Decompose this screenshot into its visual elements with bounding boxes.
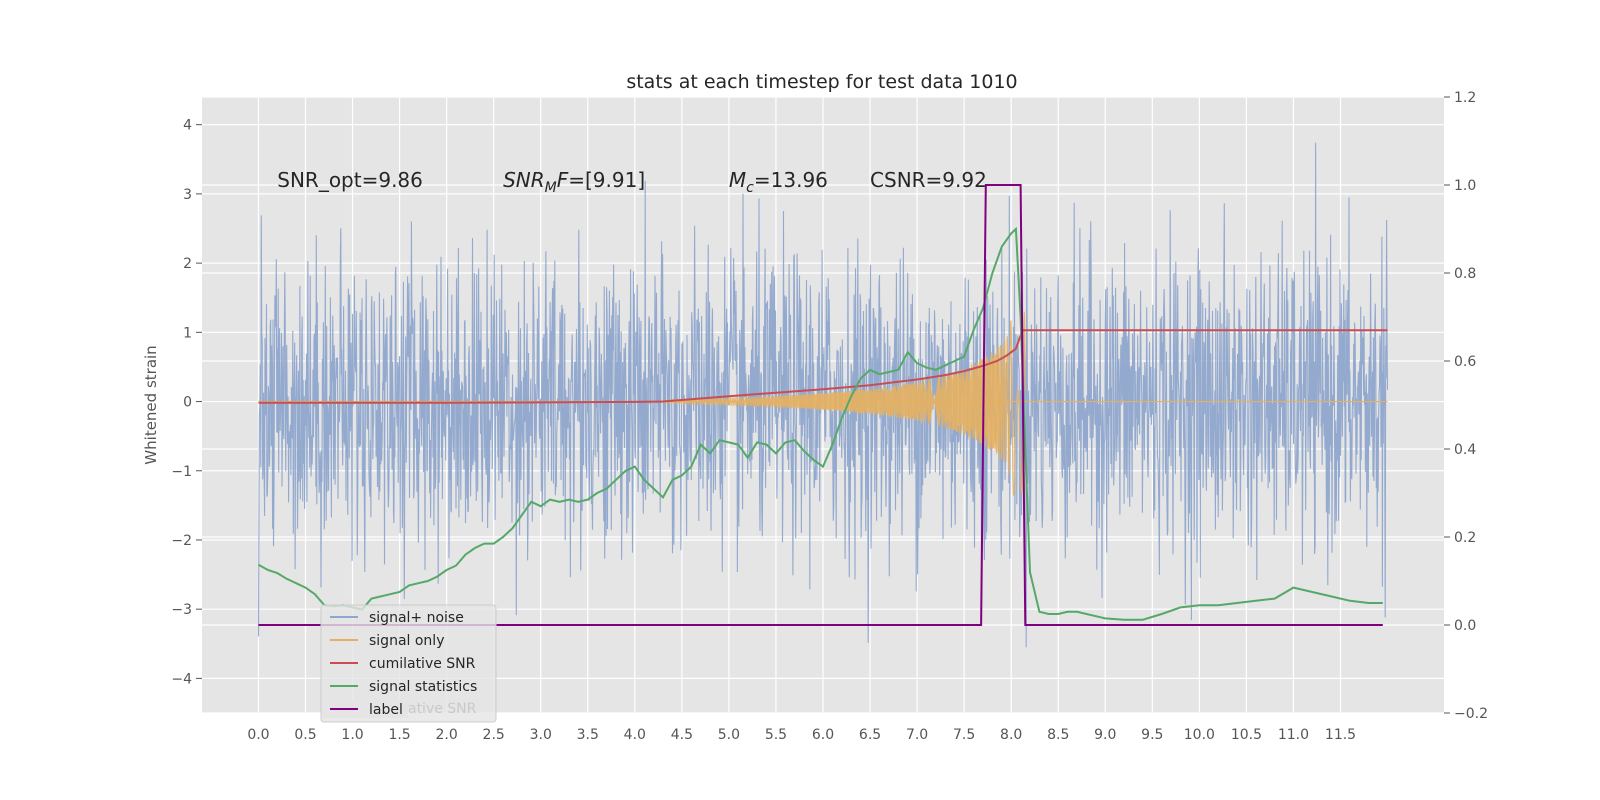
x-tick-label: 7.5 [953,727,975,743]
x-tick-label: 8.5 [1047,727,1069,743]
x-tick-label: 3.5 [577,727,599,743]
y-tick-label: −2 [171,533,192,549]
x-tick-label: 4.5 [671,727,693,743]
legend-entry-label: cumilative SNR [369,656,476,672]
series-signal-plus-noise [257,142,1389,648]
annotation-snr-mf: SNRMF=[9.91] [503,168,645,196]
y2-tick-label: 0.8 [1454,266,1476,282]
x-tick-label: 0.5 [294,727,316,743]
x-tick-label: 11.0 [1278,727,1309,743]
y2-tick-label: 1.0 [1454,178,1476,194]
series-signal-statistics [258,226,1383,621]
x-tick-label: 8.0 [1000,727,1022,743]
series-signal-only [258,311,1388,496]
y-tick-label: −4 [171,671,192,687]
x-tick-label: 11.5 [1325,727,1356,743]
annotation-csnr: CSNR=9.92 [870,168,987,192]
legend-entry-label: signal only [369,633,444,649]
chart-title: stats at each timestep for test data 101… [626,71,1017,93]
x-tick-label: 9.5 [1141,727,1163,743]
signal-statistics-line [258,226,1383,621]
x-tick-label: 10.0 [1184,727,1215,743]
x-tick-label: 6.5 [859,727,881,743]
x-tick-label: 1.0 [341,727,363,743]
x-tick-label: 5.0 [718,727,740,743]
x-tick-label: 0.0 [247,727,269,743]
y2-tick-label: 0.2 [1454,530,1476,546]
x-tick-label: 1.5 [388,727,410,743]
signal-trace [662,311,1026,496]
legend-entry-label: label [369,702,403,718]
series-cumulative-snr [258,329,1388,404]
y-tick-label: 3 [183,187,192,203]
annotations: SNR_opt=9.86 SNRMF=[9.91] Mc=13.96 CSNR=9.9… [277,168,987,196]
x-tick-label: 7.0 [906,727,928,743]
y2-tick-label: 0.0 [1454,618,1476,634]
y-tick-label: −1 [171,464,192,480]
legend-frame [320,604,497,723]
y2-tick-label: 0.6 [1454,354,1476,370]
y2-axis-ticks: −0.2 0.0 0.2 0.4 0.6 0.8 1.0 1.2 [1444,90,1488,722]
legend-entry-label: signal+ noise [369,610,464,626]
y-axis-ticks: −4 −3 −2 −1 0 1 2 3 4 [171,118,202,687]
x-tick-label: 5.5 [765,727,787,743]
y2-tick-label: −0.2 [1454,706,1488,722]
x-tick-label: 3.0 [530,727,552,743]
x-axis-ticks: 0.0 0.5 1.0 1.5 2.0 2.5 3.0 3.5 4.0 4.5 5.0 5.5 6.0 6… [247,727,1356,743]
y-tick-label: 4 [183,118,192,134]
x-tick-label: 6.0 [812,727,834,743]
x-tick-label: 10.5 [1231,727,1262,743]
label-line [258,184,1383,626]
legend-overlap-mask [322,700,408,718]
y-tick-label: 1 [183,325,192,341]
noise-trace [257,142,1389,648]
y-tick-label: 2 [183,256,192,272]
legend-entry-label: signal statistics [369,679,477,695]
annotation-mc: Mc=13.96 [729,168,828,196]
y2-tick-label: 1.2 [1454,90,1476,106]
x-tick-label: 9.0 [1094,727,1116,743]
y-tick-label: 0 [183,395,192,411]
cumulative-snr-line [258,329,1388,404]
series-label [258,184,1383,626]
x-tick-label: 2.5 [483,727,505,743]
y2-tick-label: 0.4 [1454,442,1476,458]
x-tick-label: 4.0 [624,727,646,743]
annotation-snr-opt: SNR_opt=9.86 [277,168,423,192]
x-tick-label: 2.0 [436,727,458,743]
y-axis-label: Whitened strain [142,345,160,464]
y-tick-label: −3 [171,602,192,618]
